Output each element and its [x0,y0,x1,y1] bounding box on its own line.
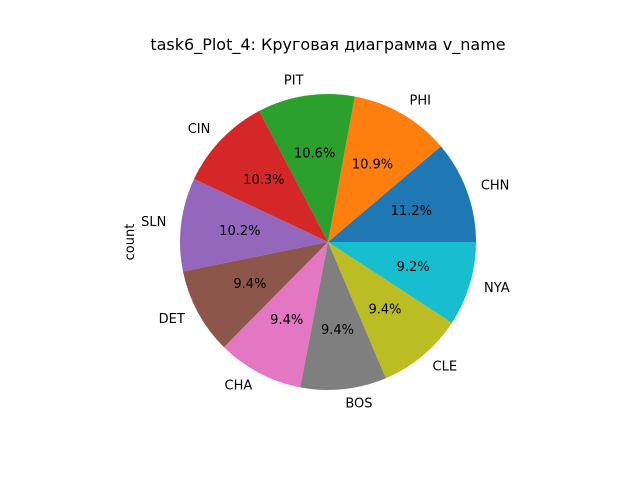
pie-slice-phi [328,96,441,242]
pie-slice-sln [179,178,328,272]
percent-label-chn: 11.2% [391,204,432,219]
percent-label-cha: 9.4% [270,313,303,328]
percent-labels: 11.2% 10.9% 10.6% 10.3% 10.2% 9.4% 9.4% 9.4% 9.4… [219,147,432,338]
category-label-cle: CLE [433,359,458,374]
category-label-phi: PHI [410,94,431,109]
category-label-nya: NYA [484,281,510,296]
percent-label-det: 9.4% [233,277,266,292]
pie-slice-cle [328,242,452,379]
category-label-chn: CHN [481,178,510,193]
category-label-bos: BOS [345,396,372,411]
category-label-sln: SLN [141,215,166,230]
y-axis-label: count [123,224,138,261]
pie-slice-chn [328,146,476,242]
pie-slice-pit [259,94,355,242]
percent-label-bos: 9.4% [321,323,354,338]
percent-label-pit: 10.6% [294,147,335,162]
pie-slice-nya [328,242,476,323]
pie-slice-cha [224,242,328,388]
percent-label-cle: 9.4% [369,303,402,318]
percent-label-nya: 9.2% [397,260,430,275]
category-label-cha: CHA [225,379,253,394]
category-labels: CHN PHI PIT CIN SLN DET CHA BOS CLE NYA [141,74,510,412]
percent-label-phi: 10.9% [352,158,393,173]
chart-title: task6_Plot_4: Круговая диаграмма v_name [150,35,505,55]
pie-slice-det [182,242,328,348]
percent-label-cin: 10.3% [243,173,284,188]
category-label-det: DET [159,312,185,327]
pie-slices [179,94,476,390]
pie-slice-bos [300,242,386,390]
percent-label-sln: 10.2% [219,224,260,239]
pie-slice-cin [194,110,328,243]
category-label-cin: CIN [188,122,211,137]
category-label-pit: PIT [284,74,304,89]
